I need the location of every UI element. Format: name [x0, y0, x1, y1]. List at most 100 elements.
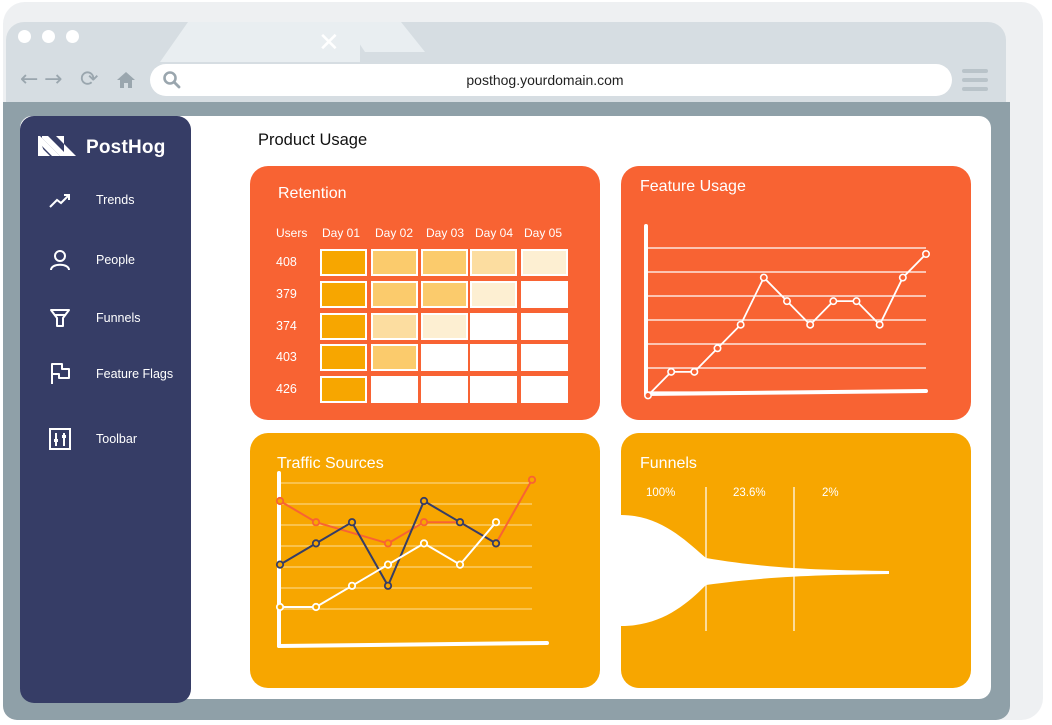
retention-title: Retention: [278, 185, 347, 202]
x-axis: [277, 641, 549, 648]
retention-cell: [320, 344, 367, 371]
retention-cell: [470, 249, 517, 276]
data-point: [829, 297, 838, 306]
retention-user-count: 403: [276, 350, 297, 364]
retention-cell: [470, 344, 517, 371]
retention-cell: [470, 281, 517, 308]
retention-cell: [371, 376, 418, 403]
retention-header-users: Users: [276, 226, 308, 240]
reload-icon[interactable]: ⟳: [80, 67, 99, 92]
retention-header-day: Day 04: [475, 226, 514, 240]
retention-header-day: Day 03: [426, 226, 465, 240]
feature-usage-card: [621, 166, 971, 420]
data-point: [875, 320, 884, 329]
x-axis: [644, 389, 928, 396]
traffic-sources-title: Traffic Sources: [277, 455, 384, 472]
home-icon[interactable]: [116, 70, 136, 90]
data-point: [311, 602, 321, 612]
traffic-sources-chart: [275, 471, 549, 648]
retention-user-count: 379: [276, 287, 297, 301]
flag-icon: [51, 363, 70, 384]
sidebar: [20, 116, 191, 703]
retention-cell: [320, 281, 367, 308]
window-maximize-dot[interactable]: [66, 30, 79, 43]
data-point: [311, 518, 321, 527]
data-point: [806, 320, 815, 329]
retention-cell: [371, 281, 418, 308]
retention-cell: [421, 281, 468, 308]
retention-cell: [421, 376, 468, 403]
sidebar-item-label: Toolbar: [96, 432, 137, 446]
data-point: [736, 320, 745, 329]
feature-usage-line: [647, 253, 927, 397]
sidebar-item-label: Funnels: [96, 311, 141, 325]
forward-arrow-icon[interactable]: →: [44, 67, 63, 92]
data-point: [667, 367, 676, 376]
retention-user-count: 426: [276, 382, 297, 396]
data-point: [383, 560, 393, 569]
browser-menu-icon[interactable]: [962, 69, 988, 91]
funnels-card: [621, 433, 971, 688]
feature-usage-title: Feature Usage: [640, 178, 746, 195]
sidebar-item-funnels[interactable]: Funnels: [44, 303, 189, 333]
browser-tab-active[interactable]: [160, 22, 360, 62]
retention-cell: [421, 344, 468, 371]
funnel-step-percent: 23.6%: [733, 487, 766, 499]
back-arrow-icon[interactable]: ←: [20, 67, 39, 92]
retention-cell: [521, 344, 568, 371]
window-close-dot[interactable]: [18, 30, 31, 43]
data-point: [275, 602, 285, 612]
data-point: [347, 518, 357, 527]
address-bar[interactable]: [150, 64, 952, 96]
funnels-title: Funnels: [640, 455, 697, 472]
retention-cell: [371, 249, 418, 276]
sidebar-item-label: Feature Flags: [96, 367, 174, 381]
retention-cell: [371, 344, 418, 371]
data-point: [491, 518, 501, 527]
sidebar-item-label: Trends: [96, 193, 135, 207]
retention-cell: [421, 249, 468, 276]
sidebar-item-trends[interactable]: Trends: [44, 185, 189, 215]
posthog-logo-icon: [38, 136, 76, 156]
data-point: [690, 367, 699, 376]
data-point: [419, 539, 429, 548]
retention-header-day: Day 01: [322, 226, 361, 240]
data-point: [898, 273, 907, 282]
data-point: [455, 518, 465, 527]
data-point: [419, 496, 429, 506]
retention-cell: [320, 249, 367, 276]
data-point: [383, 581, 393, 590]
person-icon: [50, 250, 70, 271]
posthog-logo-text: PostHog: [86, 137, 166, 158]
data-point: [455, 560, 465, 569]
window-minimize-dot[interactable]: [42, 30, 55, 43]
data-point: [527, 475, 537, 484]
page-title: Product Usage: [258, 131, 368, 149]
sidebar-item-label: People: [96, 253, 135, 267]
funnel-step-percent: 2%: [822, 487, 839, 499]
feature-usage-chart: [643, 224, 930, 400]
data-point: [275, 560, 285, 569]
data-point: [759, 273, 768, 282]
retention-header-day: Day 02: [375, 226, 414, 240]
sidebar-item-toolbar[interactable]: Toolbar: [44, 424, 189, 454]
data-point: [491, 539, 501, 548]
data-point: [419, 518, 429, 527]
retention-cell: [320, 376, 367, 403]
retention-user-count: 408: [276, 255, 297, 269]
data-point: [347, 581, 357, 590]
sidebar-item-feature-flags[interactable]: Feature Flags: [44, 359, 189, 389]
retention-cell: [521, 376, 568, 403]
funnel-step-percent: 100%: [646, 487, 676, 499]
url-text[interactable]: posthog.yourdomain.com: [466, 72, 624, 88]
retention-cell: [421, 313, 468, 340]
data-point: [852, 297, 861, 306]
tab-close-icon[interactable]: ✕: [318, 28, 340, 58]
retention-user-count: 374: [276, 319, 297, 333]
sidebar-item-people[interactable]: People: [44, 245, 189, 275]
retention-cell: [320, 313, 367, 340]
retention-header-day: Day 05: [524, 226, 563, 240]
sliders-icon: [49, 428, 71, 450]
retention-cell: [521, 249, 568, 276]
